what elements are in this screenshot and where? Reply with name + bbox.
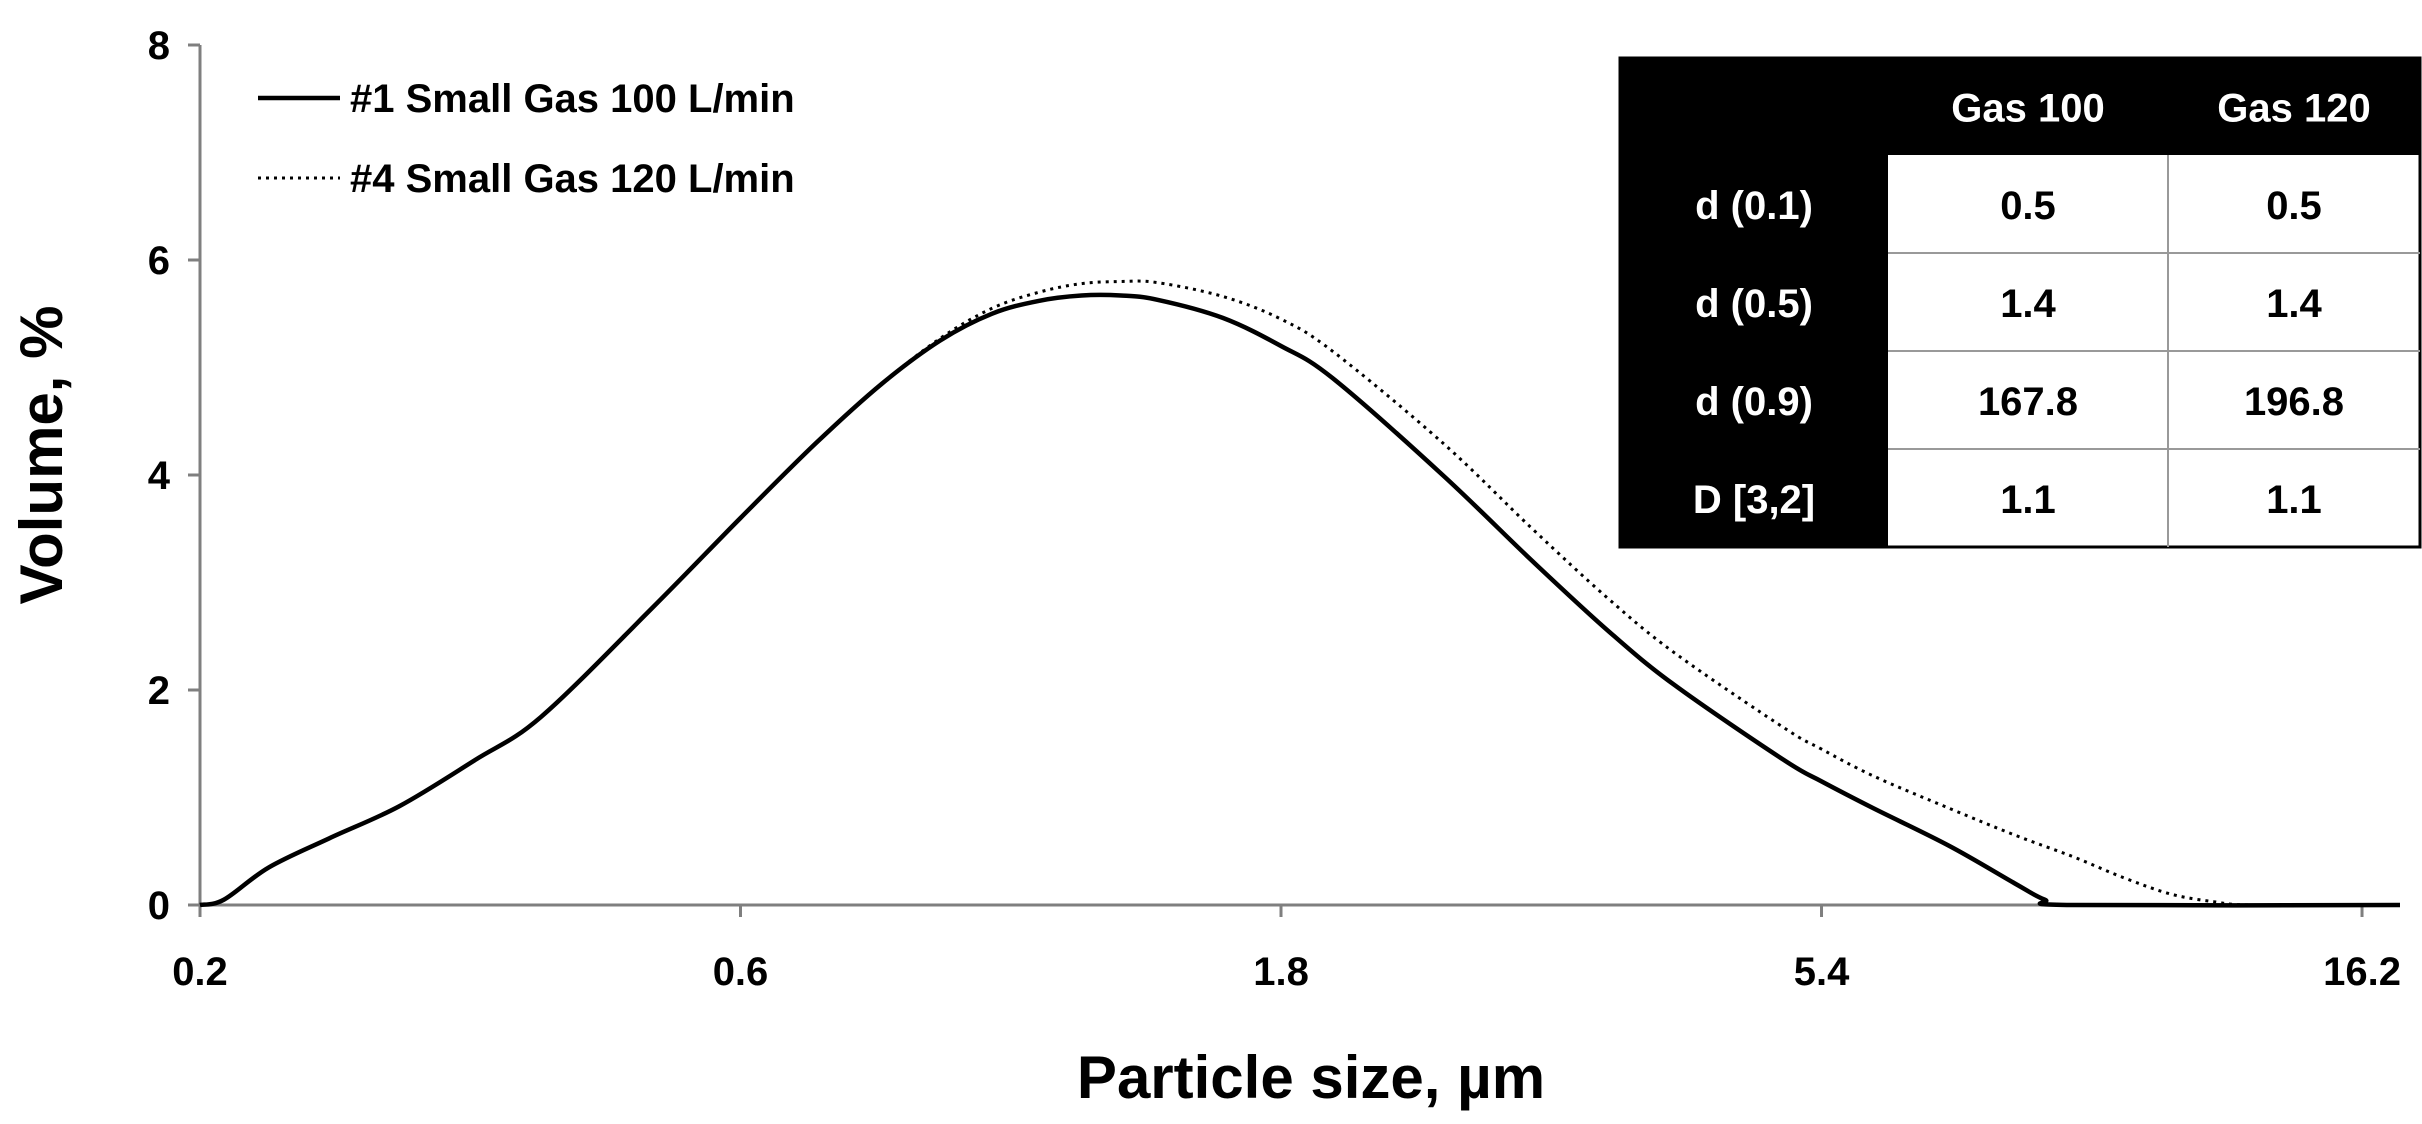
y-axis-title: Volume, % bbox=[8, 306, 75, 605]
series-layer bbox=[199, 279, 2401, 908]
legend-label-2: #4 Small Gas 120 L/min bbox=[350, 157, 795, 201]
table-header-cell: Gas 100 bbox=[1951, 87, 2104, 131]
table-cell: 1.1 bbox=[2000, 478, 2056, 522]
y-tick-label: 6 bbox=[148, 239, 170, 283]
table-cell: 1.4 bbox=[2000, 282, 2056, 326]
table-cell: 0.5 bbox=[2266, 184, 2322, 228]
y-tick-label: 8 bbox=[148, 24, 170, 68]
table-cell: 0.5 bbox=[2000, 184, 2056, 228]
table-header-cell: Gas 120 bbox=[2217, 87, 2370, 131]
x-tick-label: 0.6 bbox=[713, 950, 769, 994]
table-cell: 1.1 bbox=[2266, 478, 2322, 522]
table-cell: 196.8 bbox=[2244, 380, 2344, 424]
axes: 0 2 4 6 8 0.2 0.6 1.8 5.4 16.2 bbox=[148, 24, 2401, 994]
table-cell: 167.8 bbox=[1978, 380, 2078, 424]
x-tick-label: 0.2 bbox=[172, 950, 228, 994]
table-label-column bbox=[1620, 58, 1888, 547]
x-tick-label: 1.8 bbox=[1253, 950, 1309, 994]
stats-table: Gas 100 Gas 120 d (0.1) 0.5 0.5 d (0.5) 1.4 1.4… bbox=[1618, 56, 2422, 549]
legend-label-1: #1 Small Gas 100 L/min bbox=[350, 77, 795, 121]
legend: #1 Small Gas 100 L/min #4 Small Gas 120 L… bbox=[258, 77, 795, 201]
table-row-label: d (0.9) bbox=[1695, 380, 1813, 424]
table-row-label: d (0.5) bbox=[1695, 282, 1813, 326]
y-tick-label: 4 bbox=[148, 454, 171, 498]
table-cell: 1.4 bbox=[2266, 282, 2322, 326]
y-tick-label: 2 bbox=[148, 669, 170, 713]
x-tick-label: 16.2 bbox=[2323, 950, 2401, 994]
x-tick-label: 5.4 bbox=[1794, 950, 1850, 994]
x-axis-title: Particle size, µm bbox=[1077, 1044, 1545, 1111]
table-row-label: d (0.1) bbox=[1695, 184, 1813, 228]
y-tick-label: 0 bbox=[148, 884, 170, 928]
table-row-label: D [3,2] bbox=[1693, 478, 1815, 522]
